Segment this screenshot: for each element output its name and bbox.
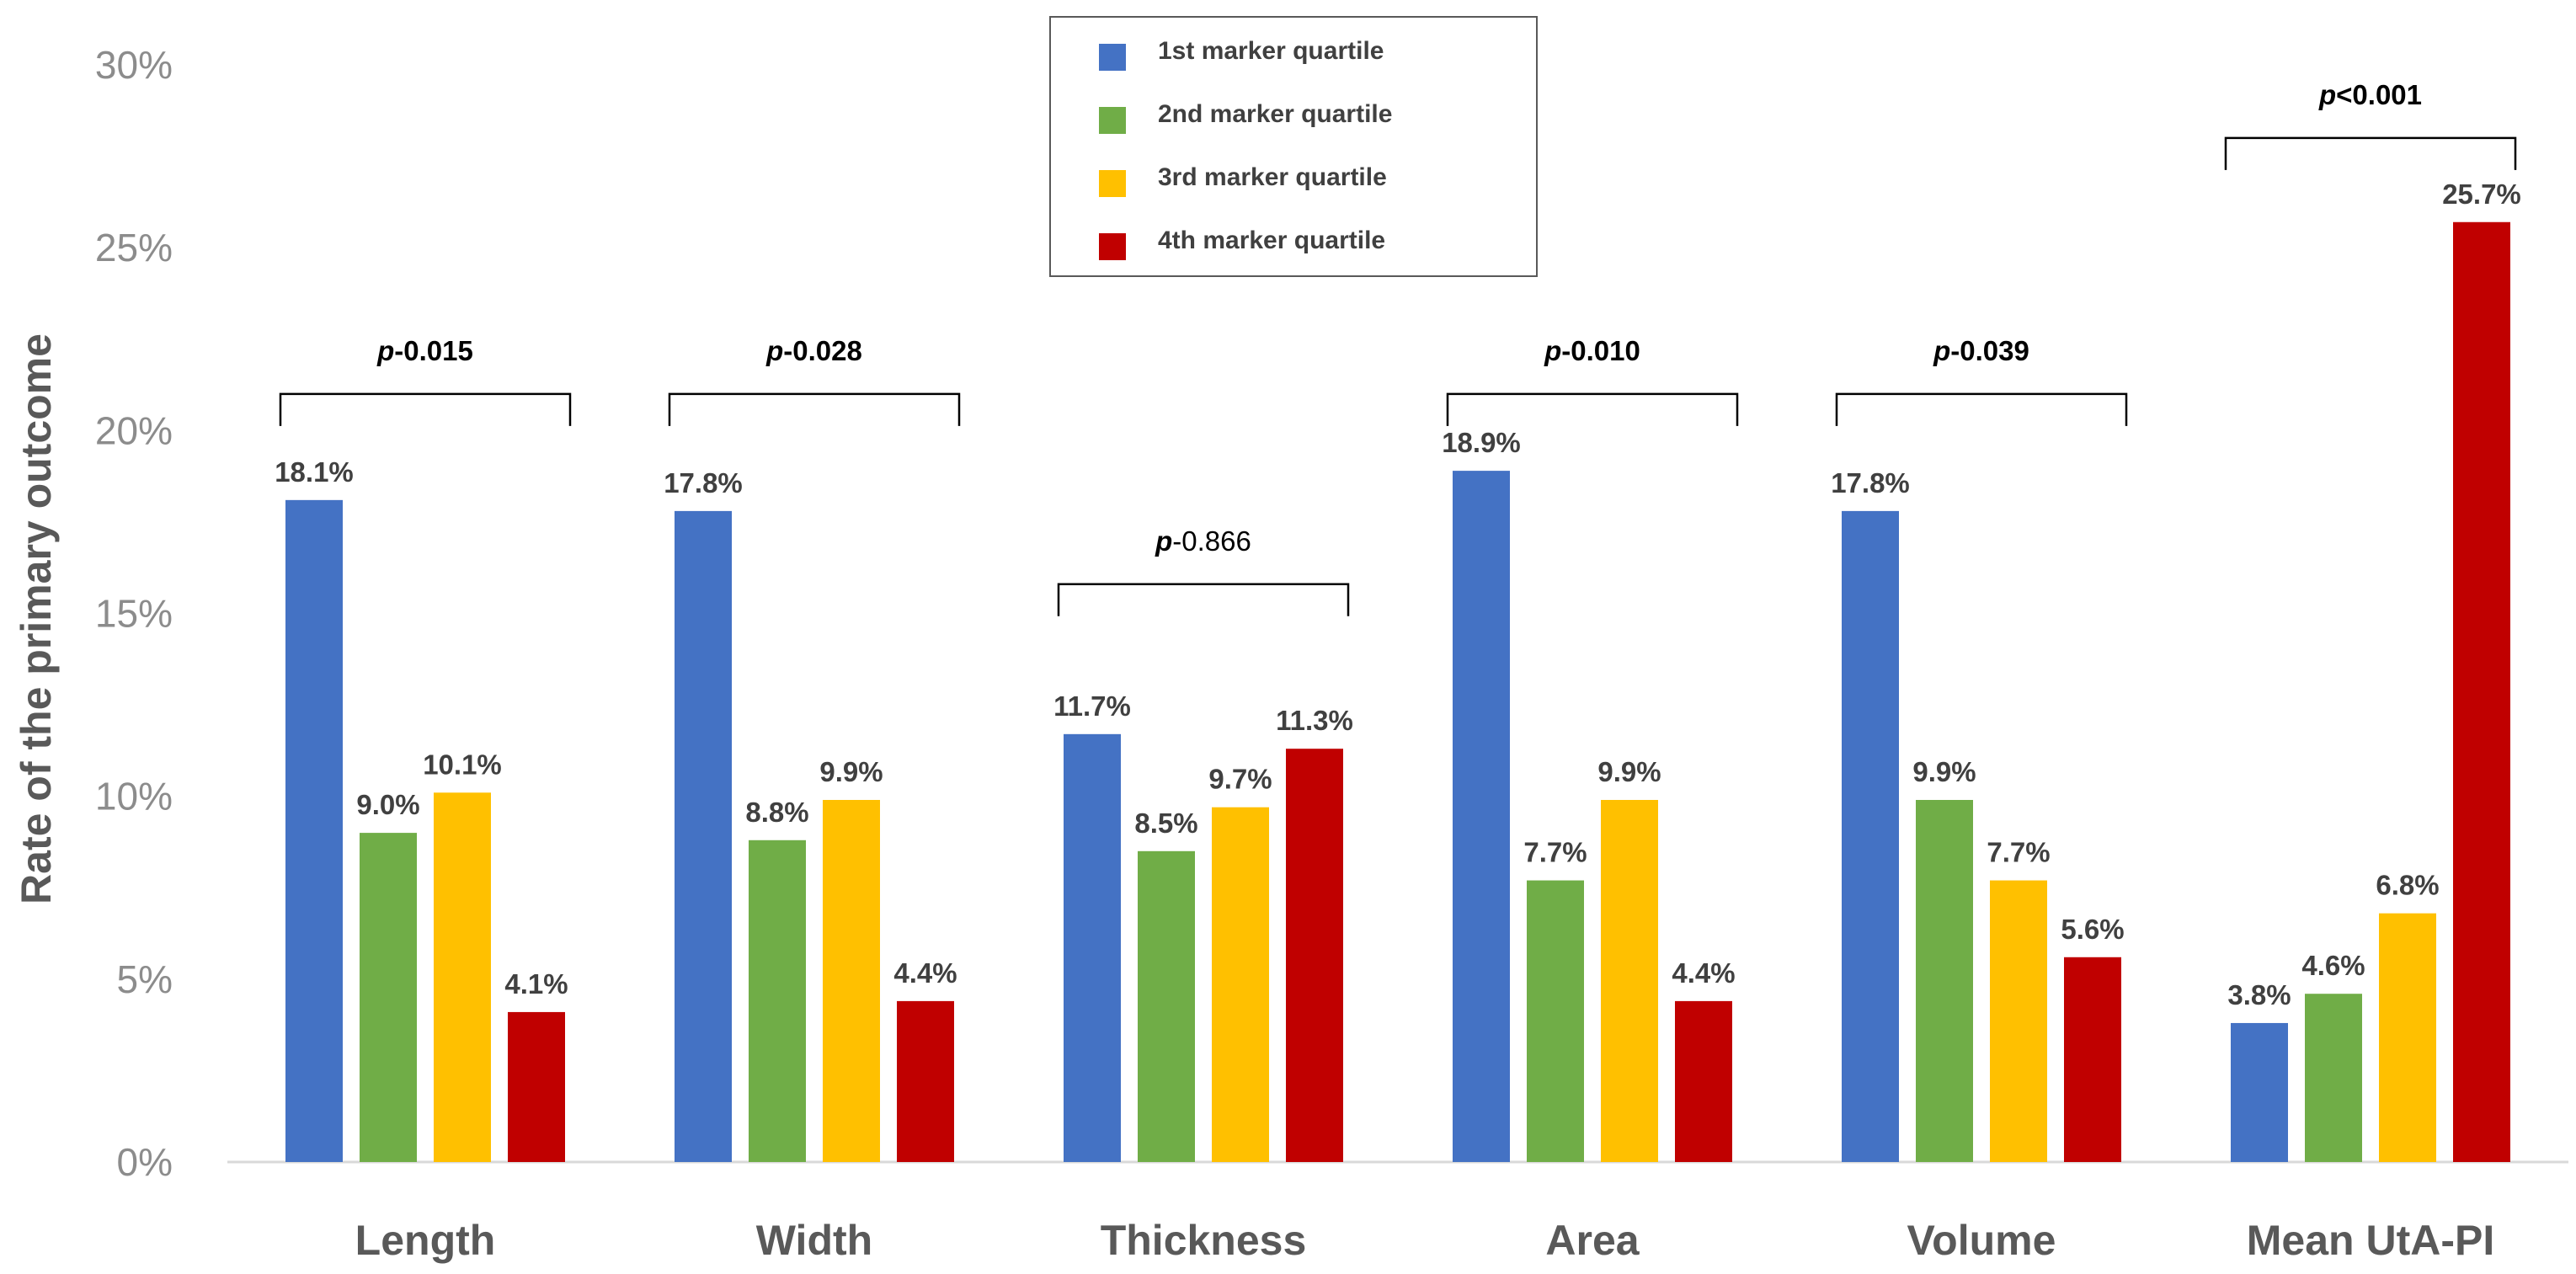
bar [1286,749,1343,1162]
legend-label: 4th marker quartile [1158,227,1385,254]
y-tick-label: 15% [95,592,173,636]
bar [2231,1022,2288,1162]
significance-bracket [279,392,572,426]
x-tick-label: Mean UtA-PI [2247,1217,2494,1264]
data-label: 4.1% [504,968,568,999]
x-tick-label: Volume [1907,1217,2056,1264]
significance-bracket [668,392,961,426]
bar [1675,1000,1732,1162]
bar [1064,733,1121,1162]
legend-label: 2nd marker quartile [1158,100,1392,128]
p-value-annotation: p-0.010 [1544,335,1640,366]
data-label: 9.9% [1912,756,1976,787]
legend: 1st marker quartile 2nd marker quartile 3r… [1049,16,1538,277]
bar [2453,221,2510,1163]
p-value-annotation: p-0.039 [1933,335,2029,366]
bar [1842,510,1899,1162]
bar [1990,880,2047,1162]
bar [508,1011,565,1162]
data-label: 18.1% [275,456,354,488]
bar [2379,913,2436,1162]
significance-bracket [1835,392,2128,426]
legend-label: 3rd marker quartile [1158,163,1387,191]
legend-box [1049,16,1538,277]
p-value-annotation: p-0.015 [376,335,473,366]
data-label: 11.7% [1053,690,1131,722]
data-label: 5.6% [2061,914,2124,945]
p-value-annotation: p-0.866 [1155,525,1251,557]
data-label: 25.7% [2442,179,2521,210]
data-label: 7.7% [1987,837,2050,868]
significance-bracket [1057,583,1350,616]
data-label: 17.8% [1831,467,1910,498]
significance-bracket [1446,392,1739,426]
legend-swatch [1099,233,1126,260]
y-tick-label: 10% [95,775,173,818]
data-label: 7.7% [1523,837,1587,868]
data-label: 4.6% [2301,950,2365,981]
data-label: 9.7% [1208,764,1272,795]
bar [434,792,491,1162]
data-label: 11.3% [1276,705,1353,736]
legend-swatch [1099,107,1126,134]
bar [360,833,417,1162]
bar [1527,880,1584,1162]
data-label: 10.1% [423,749,502,780]
significance-bracket [2224,136,2517,170]
data-label: 6.8% [2376,870,2439,901]
data-label: 8.5% [1134,808,1197,839]
y-tick-label: 5% [117,957,173,1001]
bar [1212,807,1269,1162]
data-label: 9.9% [1597,756,1661,787]
data-label: 18.9% [1442,427,1521,458]
x-tick-label: Area [1545,1217,1640,1264]
bar [1601,800,1658,1162]
bar [823,800,880,1162]
x-tick-label: Thickness [1101,1217,1307,1264]
legend-label: 1st marker quartile [1158,37,1384,65]
bar [1138,850,1195,1162]
bar [675,510,732,1162]
data-label: 4.4% [893,957,957,989]
x-tick-label: Length [355,1217,496,1264]
data-label: 4.4% [1672,957,1735,989]
y-tick-label: 20% [95,408,173,452]
data-label: 17.8% [664,467,743,498]
y-tick-label: 0% [117,1140,173,1184]
legend-swatch [1099,44,1126,71]
bar [2305,994,2362,1162]
p-value-annotation: p-0.028 [765,335,862,366]
bar [1916,800,1973,1162]
data-label: 9.9% [819,756,883,787]
data-label: 3.8% [2227,979,2291,1010]
bar [2064,957,2121,1162]
x-tick-label: Width [756,1217,872,1264]
data-label: 8.8% [745,797,808,828]
p-value-annotation: p<0.001 [2318,79,2422,110]
legend-swatch [1099,170,1126,197]
y-tick-label: 25% [95,226,173,269]
y-axis-label: Rate of the primary outcome [13,333,60,904]
bar [897,1000,954,1162]
bar [749,840,806,1162]
bar [285,499,343,1162]
bar [1453,471,1510,1162]
y-tick-label: 30% [95,43,173,87]
data-label: 9.0% [356,789,419,820]
